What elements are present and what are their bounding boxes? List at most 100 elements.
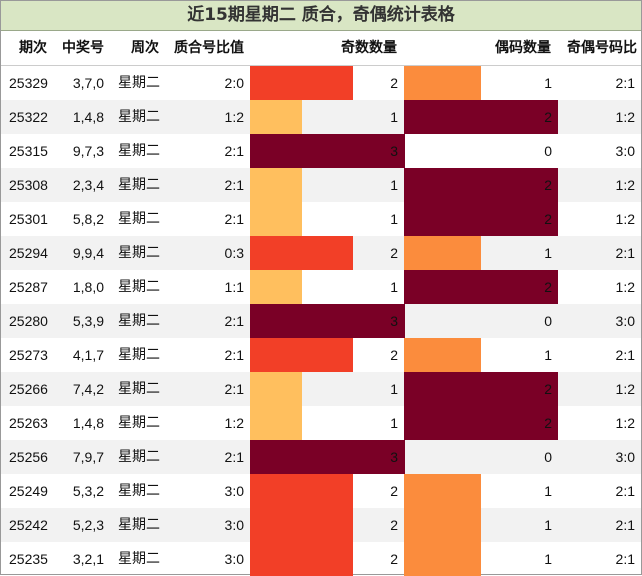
odd-even-ratio-cell: 3:0 <box>615 313 635 329</box>
table-row: 25266 7,4,2 星期二 2:1 1 2 1:2 <box>1 372 641 406</box>
numbers-cell: 4,1,7 <box>72 347 104 363</box>
even-count-bar <box>404 168 558 202</box>
table-row: 25280 5,3,9 星期二 2:1 3 0 3:0 <box>1 304 641 338</box>
table-header: 期次 中奖号 周次 质合号比值 奇数数量 偶码数量 奇偶号码比 <box>1 31 641 66</box>
weekday-cell: 星期二 <box>118 483 160 499</box>
odd-count-value: 2 <box>390 347 398 363</box>
prime-ratio-cell: 2:1 <box>224 211 244 227</box>
odd-count-bar <box>250 66 353 100</box>
odd-count-bar <box>250 474 353 508</box>
even-count-bar <box>404 202 558 236</box>
issue-cell: 25280 <box>9 313 48 329</box>
table-row: 25273 4,1,7 星期二 2:1 2 1 2:1 <box>1 338 641 372</box>
column-header-odd-count: 奇数数量 <box>341 40 397 56</box>
even-count-bar <box>404 270 558 304</box>
odd-count-bar <box>250 134 405 168</box>
weekday-cell: 星期二 <box>118 211 160 227</box>
odd-count-value: 1 <box>390 381 398 397</box>
prime-ratio-cell: 2:1 <box>224 143 244 159</box>
even-count-bar <box>404 508 481 542</box>
prime-ratio-cell: 2:1 <box>224 381 244 397</box>
odd-even-ratio-cell: 1:2 <box>615 109 635 125</box>
issue-cell: 25287 <box>9 279 48 295</box>
even-count-value: 1 <box>544 347 552 363</box>
column-header-odd-even-ratio: 奇偶号码比 <box>567 40 637 56</box>
issue-cell: 25263 <box>9 415 48 431</box>
even-count-bar <box>404 406 558 440</box>
odd-count-value: 3 <box>390 449 398 465</box>
odd-count-bar <box>250 406 302 440</box>
even-count-value: 2 <box>544 177 552 193</box>
table-row: 25301 5,8,2 星期二 2:1 1 2 1:2 <box>1 202 641 236</box>
even-count-value: 0 <box>544 449 552 465</box>
weekday-cell: 星期二 <box>118 75 160 91</box>
even-count-bar <box>404 372 558 406</box>
weekday-cell: 星期二 <box>118 279 160 295</box>
odd-count-value: 3 <box>390 313 398 329</box>
odd-count-value: 2 <box>390 75 398 91</box>
even-count-value: 2 <box>544 415 552 431</box>
weekday-cell: 星期二 <box>118 449 160 465</box>
odd-count-bar <box>250 168 302 202</box>
odd-count-value: 1 <box>390 211 398 227</box>
table-body: 25329 3,7,0 星期二 2:0 2 1 2:1 25322 1,4,8 星期二 1:2 1 2 1… <box>1 66 641 576</box>
table-row: 25263 1,4,8 星期二 1:2 1 2 1:2 <box>1 406 641 440</box>
issue-cell: 25294 <box>9 245 48 261</box>
odd-even-ratio-cell: 1:2 <box>615 279 635 295</box>
issue-cell: 25266 <box>9 381 48 397</box>
numbers-cell: 3,2,1 <box>72 551 104 567</box>
odd-count-bar <box>250 202 302 236</box>
numbers-cell: 7,4,2 <box>72 381 104 397</box>
issue-cell: 25308 <box>9 177 48 193</box>
issue-cell: 25235 <box>9 551 48 567</box>
numbers-cell: 5,3,2 <box>72 483 104 499</box>
even-count-bar <box>404 474 481 508</box>
even-count-value: 1 <box>544 483 552 499</box>
even-count-value: 1 <box>544 517 552 533</box>
column-header-weekday: 周次 <box>131 40 159 56</box>
table-row: 25329 3,7,0 星期二 2:0 2 1 2:1 <box>1 66 641 100</box>
odd-even-ratio-cell: 2:1 <box>615 347 635 363</box>
odd-even-ratio-cell: 1:2 <box>615 381 635 397</box>
odd-even-ratio-cell: 1:2 <box>615 415 635 431</box>
issue-cell: 25322 <box>9 109 48 125</box>
odd-even-ratio-cell: 1:2 <box>615 211 635 227</box>
issue-cell: 25273 <box>9 347 48 363</box>
table-row: 25249 5,3,2 星期二 3:0 2 1 2:1 <box>1 474 641 508</box>
odd-count-value: 1 <box>390 415 398 431</box>
prime-ratio-cell: 2:1 <box>224 347 244 363</box>
odd-count-bar <box>250 338 353 372</box>
prime-ratio-cell: 1:2 <box>224 415 244 431</box>
even-count-value: 2 <box>544 109 552 125</box>
odd-count-value: 2 <box>390 517 398 533</box>
odd-even-ratio-cell: 3:0 <box>615 449 635 465</box>
even-count-bar <box>404 236 481 270</box>
odd-even-ratio-cell: 2:1 <box>615 517 635 533</box>
table-row: 25322 1,4,8 星期二 1:2 1 2 1:2 <box>1 100 641 134</box>
prime-ratio-cell: 2:1 <box>224 449 244 465</box>
numbers-cell: 5,2,3 <box>72 517 104 533</box>
weekday-cell: 星期二 <box>118 177 160 193</box>
numbers-cell: 5,8,2 <box>72 211 104 227</box>
even-count-value: 2 <box>544 211 552 227</box>
issue-cell: 25329 <box>9 75 48 91</box>
issue-cell: 25249 <box>9 483 48 499</box>
prime-ratio-cell: 1:2 <box>224 109 244 125</box>
table-row: 25256 7,9,7 星期二 2:1 3 0 3:0 <box>1 440 641 474</box>
prime-ratio-cell: 2:1 <box>224 177 244 193</box>
numbers-cell: 2,3,4 <box>72 177 104 193</box>
weekday-cell: 星期二 <box>118 245 160 261</box>
odd-count-value: 2 <box>390 245 398 261</box>
weekday-cell: 星期二 <box>118 143 160 159</box>
odd-count-bar <box>250 542 353 576</box>
weekday-cell: 星期二 <box>118 347 160 363</box>
numbers-cell: 7,9,7 <box>72 449 104 465</box>
numbers-cell: 1,4,8 <box>72 415 104 431</box>
table-row: 25315 9,7,3 星期二 2:1 3 0 3:0 <box>1 134 641 168</box>
odd-count-bar <box>250 270 302 304</box>
even-count-value: 2 <box>544 279 552 295</box>
prime-ratio-cell: 3:0 <box>224 551 244 567</box>
odd-even-ratio-cell: 2:1 <box>615 245 635 261</box>
even-count-value: 1 <box>544 245 552 261</box>
numbers-cell: 9,7,3 <box>72 143 104 159</box>
